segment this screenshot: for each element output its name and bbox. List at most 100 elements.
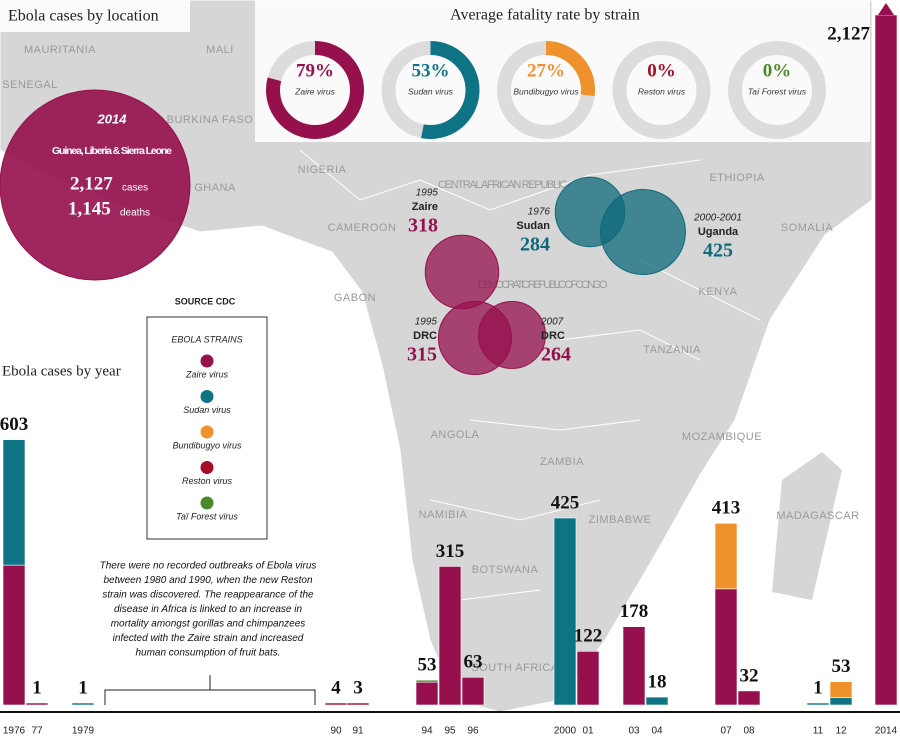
bar-total: 63	[464, 652, 483, 673]
legend-swatch	[200, 496, 214, 510]
x-tick-label: 11	[813, 726, 824, 737]
country-label: NAMIBIA	[419, 509, 468, 521]
country-label: ZIMBABWE	[589, 514, 652, 526]
bubble-year: 1976	[528, 207, 551, 218]
bar-segment	[553, 517, 577, 706]
note-line: There were no recorded outbreaks of Ebol…	[100, 561, 317, 572]
bar-total: 413	[712, 498, 741, 519]
bubble-year: 1995	[416, 188, 439, 199]
country-label: GABON	[334, 292, 376, 304]
x-tick-label: 12	[835, 726, 847, 737]
bar-segment	[461, 676, 485, 706]
madagascar	[772, 452, 842, 600]
country-label: ETHIOPIA	[709, 172, 765, 184]
bar-total: 1	[32, 677, 42, 698]
bubble-year: 2014	[97, 111, 128, 126]
bubble-cases: 315	[407, 344, 437, 366]
bubble-cases: 2,127	[70, 173, 113, 194]
note-line: mortality amongst gorillas and chimpanze…	[111, 619, 306, 630]
bar-segment	[415, 679, 439, 683]
donut-name: Bundibugyo virus	[513, 86, 579, 96]
bar-segment	[324, 702, 348, 706]
bubble-cases: 284	[520, 234, 550, 256]
country-label: MOZAMBIQUE	[682, 431, 762, 443]
legend-swatch	[200, 461, 214, 474]
x-tick-label: 2000	[554, 726, 577, 737]
donut-value: 53%	[412, 60, 450, 81]
bar-segment	[829, 697, 853, 706]
country-label: DEMOCRATIC REPUBLIC OF CONGO	[478, 279, 608, 291]
donut-value: 0%	[647, 60, 676, 81]
bar-total: 18	[648, 671, 667, 692]
bubble-place: Sudan	[516, 220, 550, 232]
note-line: strain was discovered. The reappearance …	[102, 590, 314, 601]
legend-label: Zaire virus	[185, 369, 229, 379]
bar-total: 53	[832, 656, 851, 677]
donut-name: Sudan virus	[408, 86, 454, 96]
x-tick-label: 1976	[3, 726, 26, 737]
country-label: MALI	[206, 44, 234, 56]
bar-segment	[25, 702, 49, 706]
x-tick-label: 2014	[875, 726, 898, 737]
country-label: GHANA	[194, 182, 236, 194]
bar-total: 3	[353, 677, 363, 698]
bar-total: 425	[551, 492, 580, 513]
legend-swatch	[200, 390, 214, 403]
bar-segment	[576, 651, 600, 706]
bubble-year: 2007	[540, 317, 564, 328]
outbreak-bubble	[424, 234, 500, 310]
bar-total: 603	[0, 414, 28, 435]
donut-value: 0%	[763, 60, 792, 81]
bubble-place: DRC	[413, 330, 437, 342]
x-tick-label: 08	[743, 726, 755, 737]
country-label: SOMALIA	[781, 222, 834, 234]
x-tick-label: 07	[720, 726, 732, 737]
bubble-place: Zaire	[412, 201, 438, 213]
country-label: SENEGAL	[2, 79, 57, 91]
country-label: ANGOLA	[431, 429, 480, 441]
country-label: SOUTH AFRICA	[471, 662, 558, 674]
country-label: BURKINA FASO	[167, 114, 254, 126]
bar-total: 1	[78, 677, 88, 698]
donut-value: 79%	[296, 60, 334, 81]
bubble-cases: 318	[408, 215, 438, 237]
country-label: BOTSWANA	[472, 564, 539, 576]
note-line: disease in Africa is linked to an increa…	[114, 604, 303, 615]
donut-name: Zaire virus	[294, 86, 335, 96]
bar-segment	[714, 588, 738, 706]
bubble-place: Guinea, Liberia & Sierra Leone	[52, 145, 172, 157]
source: SOURCE CDC	[175, 296, 236, 306]
x-tick-label: 77	[31, 726, 43, 737]
bar-total: 1	[813, 677, 823, 698]
note-line: between 1980 and 1990, when the new Rest…	[103, 575, 312, 586]
country-label: MAURITANIA	[24, 44, 96, 56]
legend-label: Bundibugyo virus	[172, 440, 242, 450]
bar-segment	[874, 14, 898, 706]
x-tick-label: 03	[628, 726, 640, 737]
legend-swatch	[200, 354, 214, 368]
bar-segment	[829, 681, 853, 698]
country-label: CAMEROON	[328, 222, 397, 234]
bar-total: 122	[574, 626, 603, 647]
bubble-place: Uganda	[698, 226, 739, 238]
bar-segment	[806, 702, 830, 706]
x-tick-label: 91	[352, 726, 364, 737]
outbreak-bubble	[0, 89, 191, 281]
map-title: Ebola cases by location	[8, 8, 159, 25]
country-label: TANZANIA	[643, 344, 701, 356]
bubble-year: 2000-2001	[693, 213, 742, 224]
donut-arc	[497, 41, 595, 139]
bar-segment	[346, 702, 370, 706]
bubble-cases-unit: cases	[122, 183, 148, 194]
country-label: KENYA	[699, 286, 738, 298]
bar-segment	[71, 702, 95, 706]
border-lines	[299, 149, 761, 601]
country-label: MADAGASCAR	[776, 510, 859, 522]
outbreak-bubble	[478, 301, 546, 369]
legend-title: EBOLA STRAINS	[171, 334, 242, 344]
map-title-box	[0, 0, 190, 32]
bubble-year: 1995	[415, 317, 438, 328]
bubble-cases: 264	[541, 344, 571, 366]
x-tick-label: 01	[582, 726, 594, 737]
donut-arc	[266, 41, 364, 139]
